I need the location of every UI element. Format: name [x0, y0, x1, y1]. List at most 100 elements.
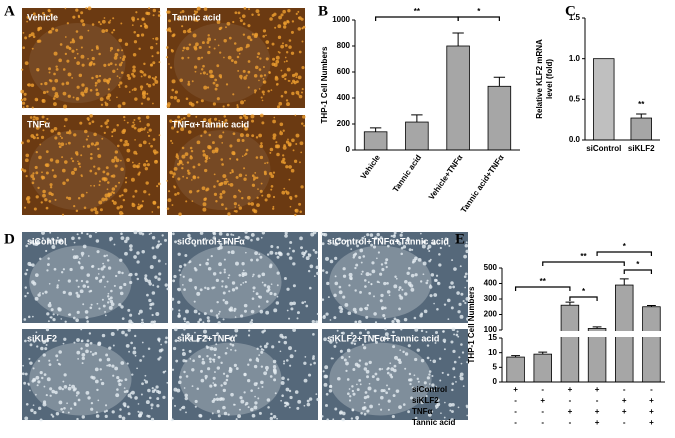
cell	[255, 292, 259, 296]
cell	[119, 258, 123, 262]
cell	[94, 143, 97, 147]
cell	[157, 240, 161, 243]
cell	[58, 350, 62, 354]
condition-sign: +	[595, 407, 600, 416]
cell	[197, 320, 200, 324]
cell	[59, 238, 63, 243]
cell	[151, 211, 154, 213]
cell	[241, 14, 246, 18]
y-tick-label: 1000	[332, 15, 350, 24]
cell	[221, 163, 224, 166]
cell	[75, 97, 80, 101]
cell	[132, 52, 137, 57]
cell	[346, 348, 351, 353]
cell	[237, 189, 240, 192]
cell	[417, 380, 420, 383]
cell	[393, 284, 398, 289]
cell	[248, 70, 250, 73]
cell	[274, 392, 277, 395]
cell	[187, 29, 191, 33]
cell	[177, 119, 182, 124]
cell	[265, 342, 269, 346]
cell	[434, 342, 437, 344]
cell	[156, 285, 160, 288]
cell	[248, 329, 251, 332]
cell	[172, 232, 175, 236]
cell	[98, 279, 102, 283]
cell	[350, 248, 353, 250]
cell	[35, 375, 40, 380]
cell	[247, 379, 251, 383]
cell	[90, 61, 93, 64]
cell	[203, 85, 208, 90]
cell	[433, 293, 438, 297]
cell	[133, 126, 137, 130]
cell	[153, 77, 157, 81]
cell	[435, 407, 438, 410]
cell	[123, 115, 126, 119]
condition-sign: +	[649, 396, 654, 405]
cell	[101, 29, 106, 34]
cell	[351, 389, 355, 393]
cell	[118, 76, 121, 79]
cell	[201, 360, 206, 365]
cell	[247, 363, 250, 366]
cell	[43, 373, 47, 377]
cell	[295, 143, 298, 146]
cell	[269, 375, 273, 378]
cell	[202, 71, 206, 75]
cell	[254, 65, 259, 70]
cell	[464, 244, 469, 248]
cell	[94, 230, 98, 234]
cell	[114, 63, 117, 66]
cell	[87, 6, 92, 11]
cell	[271, 345, 275, 349]
cell	[197, 56, 201, 61]
cell	[252, 273, 255, 276]
cell	[288, 80, 291, 82]
cell	[359, 307, 363, 312]
cell	[96, 302, 99, 305]
cell	[213, 353, 217, 357]
cell	[353, 342, 357, 346]
cell	[39, 418, 43, 422]
cell	[280, 13, 284, 17]
cell	[258, 79, 260, 82]
cell	[104, 404, 108, 407]
cell	[213, 117, 218, 121]
cell	[58, 145, 62, 149]
cell	[248, 8, 250, 11]
cell	[202, 149, 205, 153]
cell	[255, 156, 259, 159]
cell	[140, 88, 143, 91]
cell	[276, 105, 281, 109]
cell	[48, 359, 51, 362]
cell	[242, 282, 245, 284]
cell	[104, 197, 108, 201]
cell	[429, 359, 432, 362]
cell	[265, 310, 270, 315]
cell	[364, 285, 367, 288]
cell	[48, 301, 52, 305]
cell	[159, 242, 162, 246]
cell	[397, 358, 402, 362]
cell	[121, 271, 124, 275]
cell	[113, 243, 116, 246]
condition-sign: -	[514, 407, 517, 416]
cell	[79, 165, 82, 168]
cell	[94, 351, 98, 355]
cell	[39, 291, 41, 294]
cell	[106, 119, 110, 123]
cell	[191, 80, 194, 83]
cell	[75, 394, 78, 397]
cell	[261, 231, 266, 235]
cell	[134, 334, 137, 338]
cell	[276, 284, 279, 287]
cell	[298, 50, 302, 54]
cell	[194, 70, 197, 73]
cell	[34, 97, 39, 102]
cell	[24, 372, 28, 376]
cell	[158, 134, 161, 137]
cell	[425, 330, 428, 333]
cell	[76, 294, 81, 298]
